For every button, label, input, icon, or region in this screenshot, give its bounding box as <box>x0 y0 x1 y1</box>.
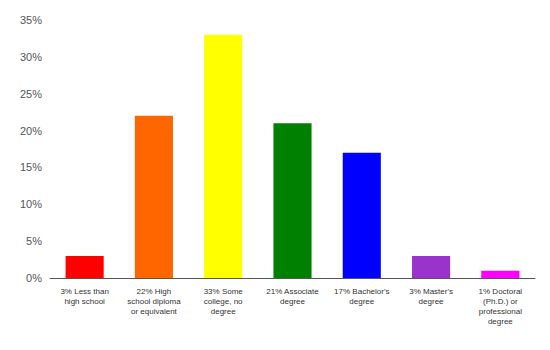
svg-text:0%: 0% <box>26 272 42 284</box>
svg-text:(Ph.D.) or: (Ph.D.) or <box>483 297 518 306</box>
svg-text:college, no: college, no <box>204 297 243 306</box>
svg-text:17% Bachelor's: 17% Bachelor's <box>334 287 389 296</box>
svg-text:high school: high school <box>64 297 105 306</box>
svg-text:degree: degree <box>280 297 305 306</box>
svg-text:21% Associate: 21% Associate <box>266 287 319 296</box>
svg-text:school diploma: school diploma <box>127 297 181 306</box>
svg-text:professional: professional <box>479 307 522 316</box>
svg-text:degree: degree <box>349 297 374 306</box>
svg-text:degree: degree <box>488 317 513 326</box>
svg-text:degree: degree <box>419 297 444 306</box>
svg-text:22% High: 22% High <box>137 287 172 296</box>
svg-text:or equivalent: or equivalent <box>131 307 178 316</box>
svg-text:degree: degree <box>211 307 236 316</box>
svg-text:5%: 5% <box>26 235 42 247</box>
svg-text:10%: 10% <box>20 198 42 210</box>
svg-text:1% Doctoral: 1% Doctoral <box>479 287 523 296</box>
svg-text:33% Some: 33% Some <box>204 287 244 296</box>
svg-text:3% Master's: 3% Master's <box>409 287 453 296</box>
svg-text:35%: 35% <box>20 14 42 26</box>
svg-text:30%: 30% <box>20 51 42 63</box>
svg-text:25%: 25% <box>20 88 42 100</box>
svg-text:3% Less than: 3% Less than <box>60 287 108 296</box>
svg-text:15%: 15% <box>20 161 42 173</box>
svg-text:20%: 20% <box>20 125 42 137</box>
